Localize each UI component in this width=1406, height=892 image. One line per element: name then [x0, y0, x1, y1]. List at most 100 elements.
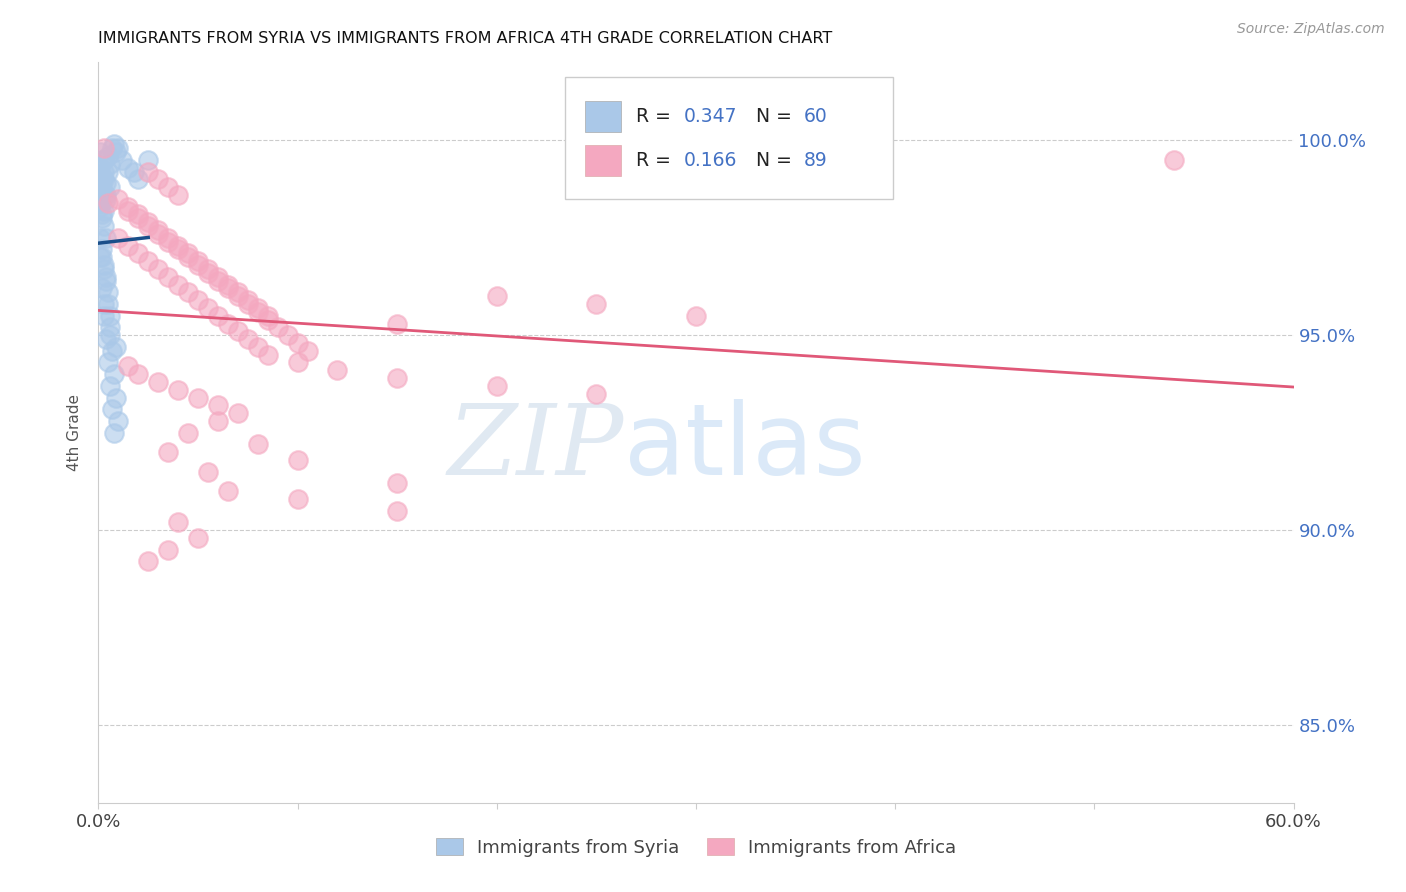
Point	[148, 223, 170, 237]
Text: IMMIGRANTS FROM SYRIA VS IMMIGRANTS FROM AFRICA 4TH GRADE CORRELATION CHART: IMMIGRANTS FROM SYRIA VS IMMIGRANTS FROM…	[98, 31, 832, 46]
Point	[127, 172, 149, 186]
Point	[256, 312, 278, 326]
Point	[148, 375, 170, 389]
Point	[89, 250, 111, 264]
Point	[385, 371, 409, 385]
Point	[297, 343, 319, 358]
Point	[96, 274, 118, 288]
Point	[207, 274, 229, 288]
Point	[585, 297, 607, 311]
Point	[217, 484, 239, 499]
Point	[277, 328, 299, 343]
Point	[91, 184, 114, 198]
Point	[89, 169, 111, 183]
Point	[167, 188, 190, 202]
Point	[157, 542, 180, 557]
Point	[117, 161, 139, 175]
Text: 89: 89	[804, 152, 827, 170]
Point	[97, 164, 120, 178]
Point	[91, 250, 114, 264]
Text: 60: 60	[804, 107, 827, 126]
Point	[93, 203, 115, 218]
Point	[187, 531, 209, 545]
Point	[226, 289, 249, 303]
Point	[101, 343, 124, 358]
Point	[98, 180, 122, 194]
Point	[127, 246, 149, 260]
Point	[93, 188, 115, 202]
Point	[485, 289, 508, 303]
Point	[98, 320, 122, 334]
Bar	[585, 101, 620, 132]
Text: R =: R =	[637, 152, 678, 170]
Point	[127, 367, 149, 381]
Point	[157, 180, 180, 194]
Point	[96, 192, 118, 206]
Point	[246, 340, 269, 354]
Point	[256, 348, 278, 362]
Point	[177, 285, 200, 300]
Point	[107, 141, 129, 155]
Point	[117, 203, 139, 218]
Point	[136, 153, 159, 167]
Point	[287, 491, 309, 506]
Legend: Immigrants from Syria, Immigrants from Africa: Immigrants from Syria, Immigrants from A…	[429, 830, 963, 864]
Point	[127, 211, 149, 226]
Point	[111, 153, 134, 167]
Y-axis label: 4th Grade: 4th Grade	[67, 394, 83, 471]
Point	[217, 281, 239, 295]
Point	[91, 153, 114, 167]
Point	[585, 386, 607, 401]
Point	[256, 309, 278, 323]
Point	[124, 164, 146, 178]
Point	[93, 297, 115, 311]
Point	[197, 301, 219, 315]
Point	[197, 465, 219, 479]
Point	[177, 425, 200, 440]
Point	[105, 145, 128, 159]
Point	[101, 402, 124, 417]
Point	[246, 301, 269, 315]
Point	[1163, 153, 1185, 167]
Point	[89, 195, 111, 210]
Point	[91, 243, 114, 257]
Text: ZIP: ZIP	[449, 400, 624, 495]
Point	[89, 161, 111, 175]
Text: N =: N =	[756, 152, 797, 170]
Point	[136, 554, 159, 568]
Point	[385, 317, 409, 331]
Point	[157, 231, 180, 245]
Point	[91, 207, 114, 221]
Point	[96, 269, 118, 284]
Point	[93, 258, 115, 272]
Point	[177, 250, 200, 264]
Point	[97, 149, 120, 163]
Point	[246, 437, 269, 451]
Point	[167, 243, 190, 257]
Point	[117, 238, 139, 252]
Point	[96, 231, 118, 245]
Point	[101, 141, 124, 155]
Point	[97, 355, 120, 369]
Point	[236, 293, 259, 307]
Point	[91, 281, 114, 295]
Point	[326, 363, 349, 377]
Point	[97, 195, 120, 210]
Point	[197, 262, 219, 277]
Point	[93, 153, 115, 167]
Point	[93, 164, 115, 178]
Point	[89, 231, 111, 245]
Point	[136, 215, 159, 229]
Point	[97, 297, 120, 311]
Bar	[585, 145, 620, 177]
Point	[103, 367, 125, 381]
Point	[103, 137, 125, 152]
Point	[117, 359, 139, 374]
Point	[89, 145, 111, 159]
Point	[207, 269, 229, 284]
Text: Source: ZipAtlas.com: Source: ZipAtlas.com	[1237, 22, 1385, 37]
Point	[96, 332, 118, 346]
Point	[93, 309, 115, 323]
Point	[217, 317, 239, 331]
Point	[187, 391, 209, 405]
